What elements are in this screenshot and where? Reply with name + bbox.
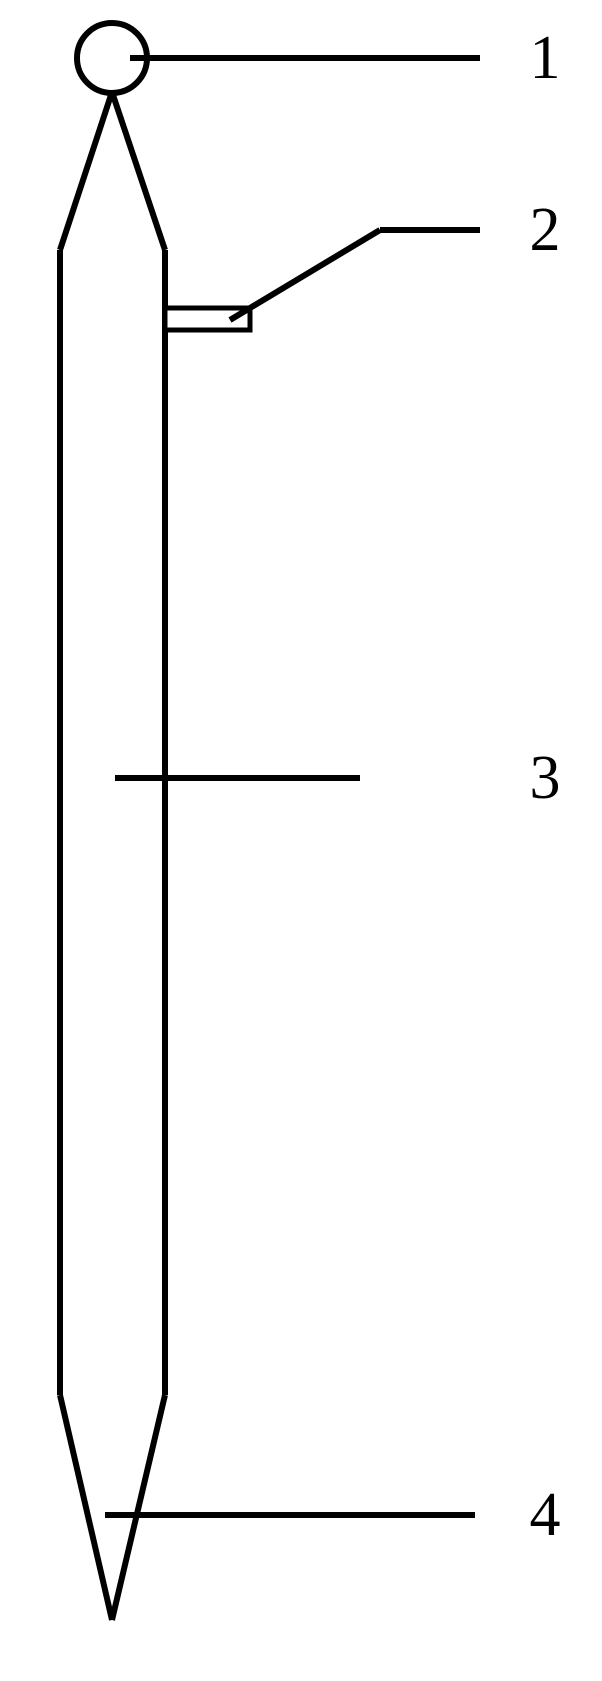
label-2: 2 (530, 196, 561, 264)
label-4: 4 (530, 1481, 561, 1549)
label-1: 1 (530, 24, 561, 92)
lower-taper-left (60, 1395, 112, 1620)
lower-taper-right (112, 1395, 165, 1620)
label-3: 3 (530, 744, 561, 812)
upper-taper-left (60, 92, 112, 250)
leader-2a (230, 230, 380, 320)
upper-taper-right (112, 92, 165, 250)
